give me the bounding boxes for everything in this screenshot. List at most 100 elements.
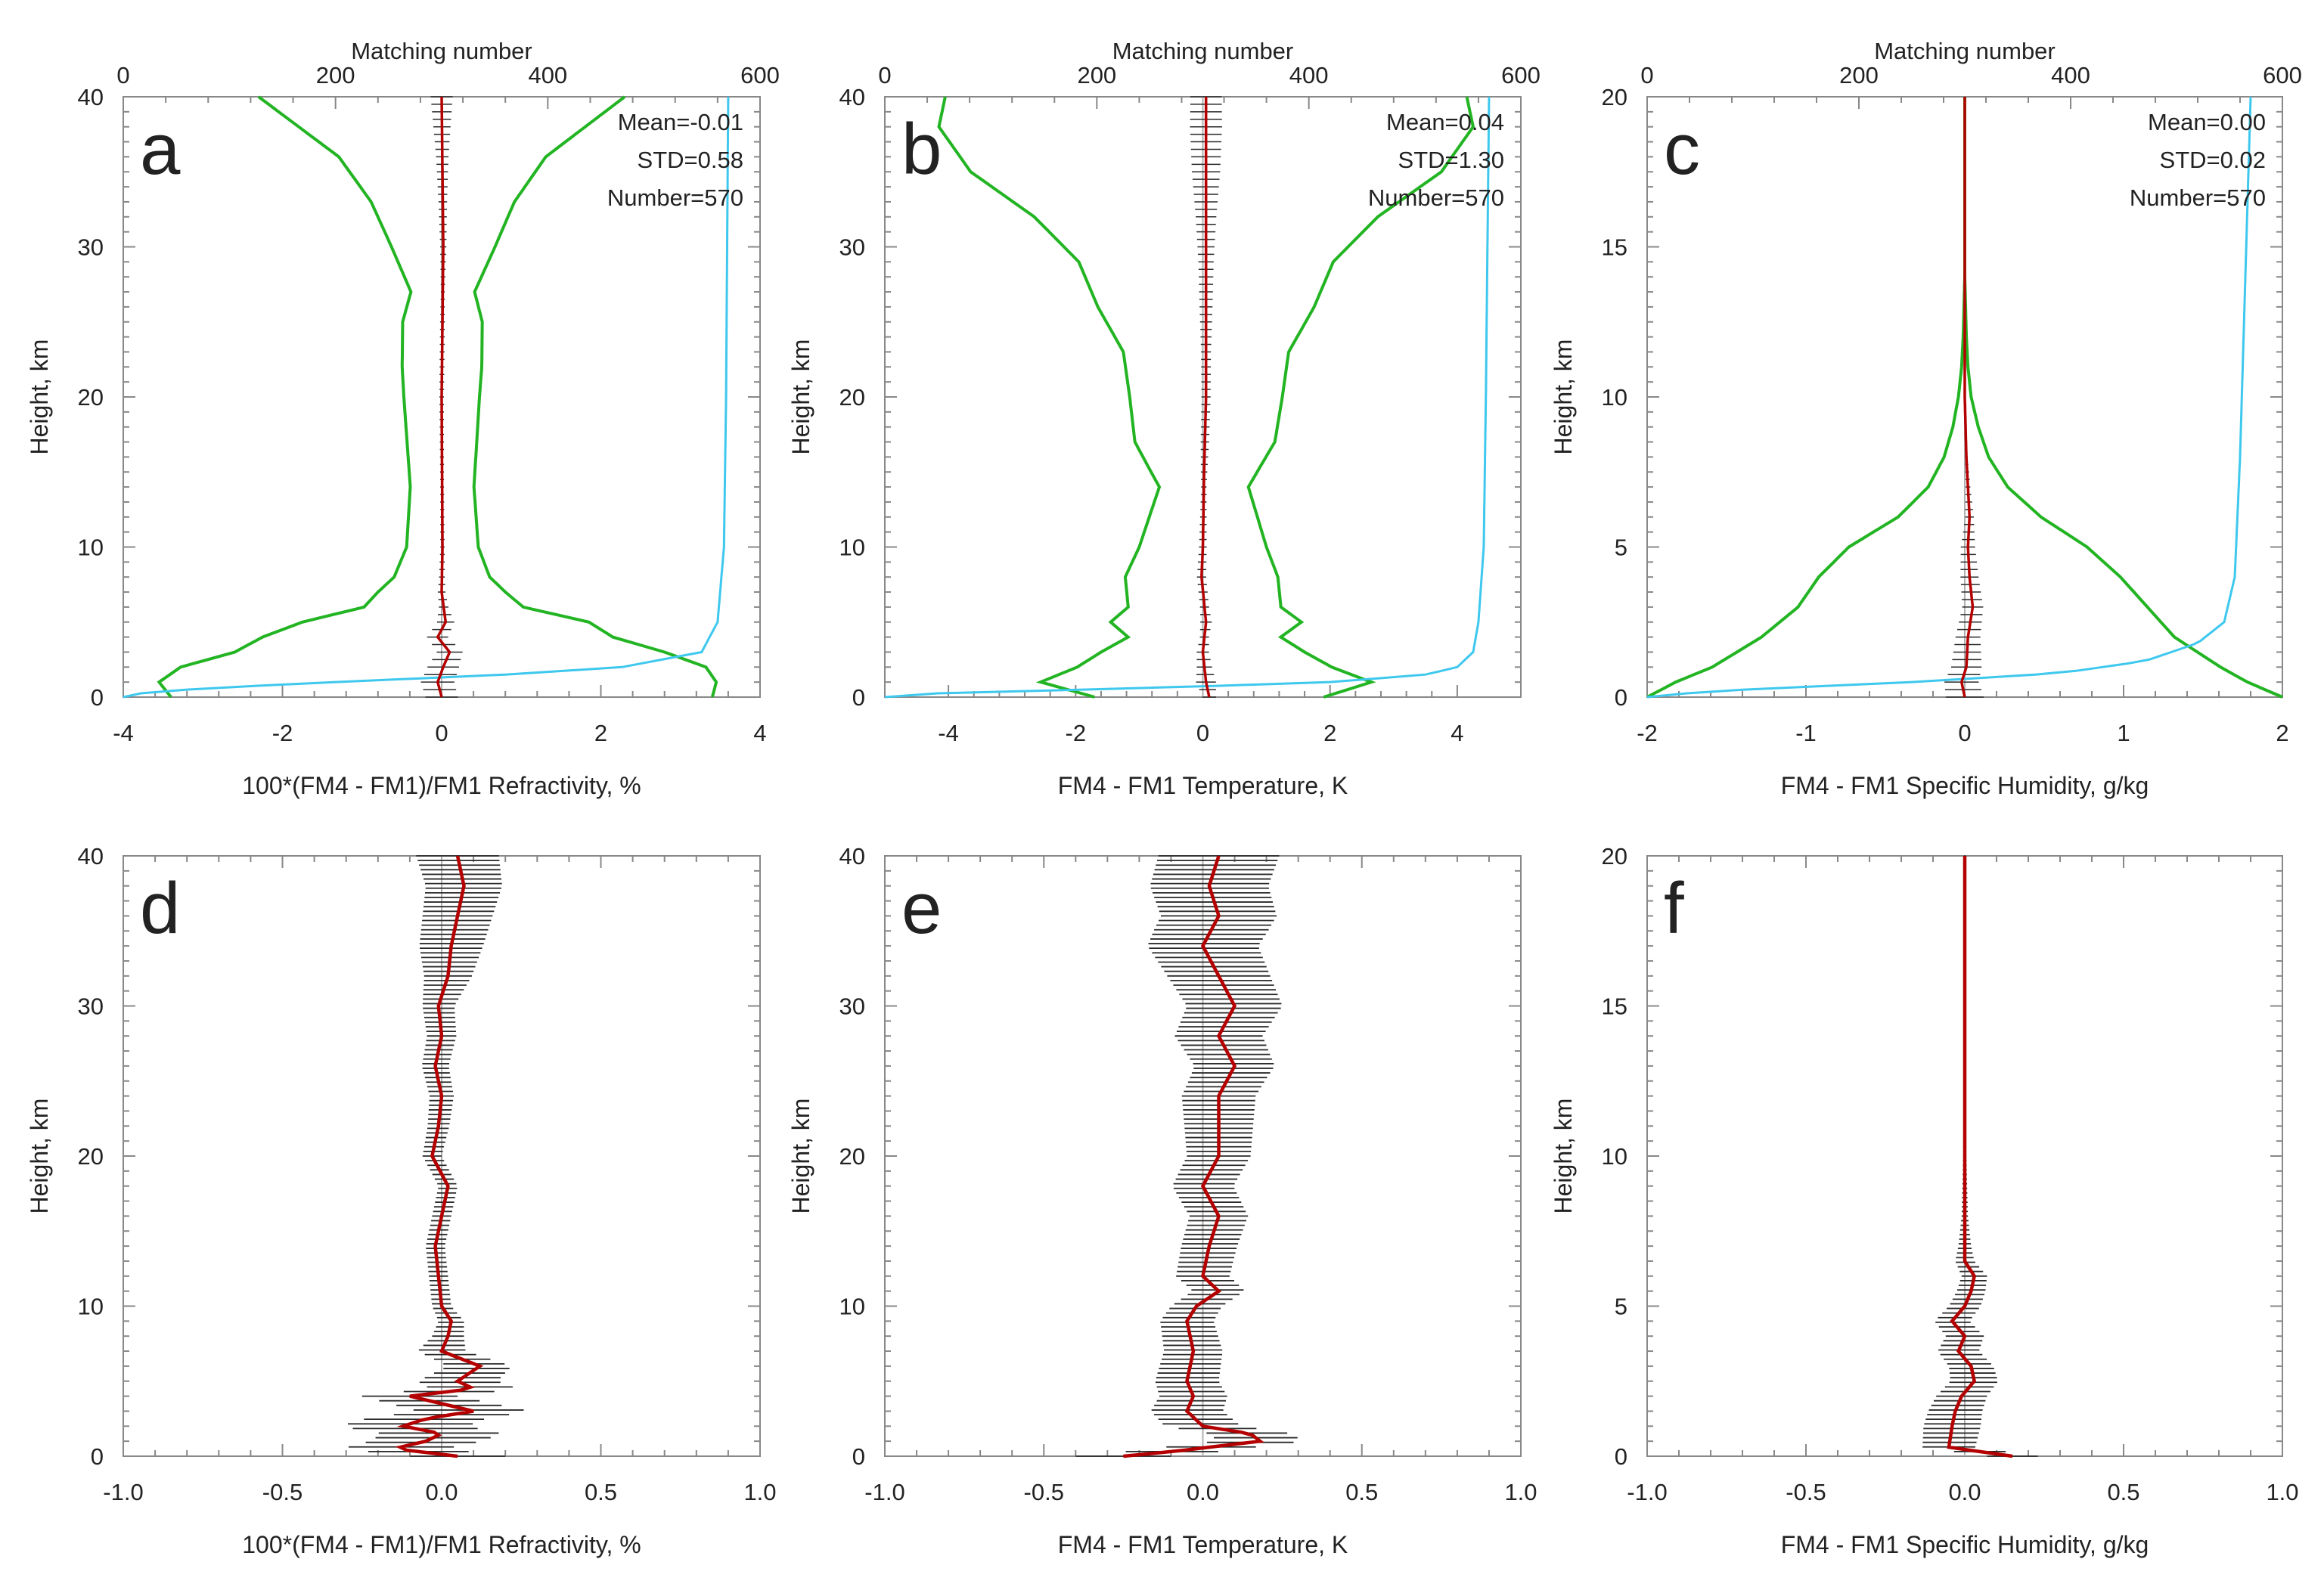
stats-std: STD=0.02: [2160, 147, 2266, 173]
stats-mean: Mean=-0.01: [618, 109, 743, 135]
y-tick-label: 20: [78, 1143, 104, 1170]
mean-line: [1959, 97, 1975, 698]
y-axis-label: Height, km: [787, 1099, 814, 1214]
x-tick-label: 2: [594, 720, 607, 746]
matching-number-line: [1646, 96, 2252, 699]
x-tick-label: 0.5: [585, 1479, 617, 1505]
x-tick-label: 1.0: [743, 1479, 776, 1505]
stats-std: STD=1.30: [1398, 147, 1504, 173]
panel-letter: d: [140, 868, 180, 949]
x-axis-label: FM4 - FM1 Temperature, K: [1058, 772, 1348, 799]
panel-letter: e: [901, 868, 942, 949]
stats-number: Number=570: [607, 184, 743, 211]
y-axis-label: Height, km: [1550, 1099, 1577, 1214]
top-x-tick-label: 200: [316, 62, 355, 88]
x-tick-label: 0: [1196, 720, 1209, 746]
top-x-tick-label: 200: [1077, 62, 1116, 88]
top-x-tick-label: 400: [1289, 62, 1329, 88]
y-tick-label: 20: [1602, 843, 1627, 869]
y-tick-label: 0: [1615, 684, 1627, 711]
x-axis-label: 100*(FM4 - FM1)/FM1 Refractivity, %: [242, 772, 641, 799]
top-x-tick-label: 400: [528, 62, 567, 88]
top-axis-label: Matching number: [1112, 38, 1294, 64]
x-tick-label: -0.5: [262, 1479, 303, 1505]
x-tick-label: 4: [1451, 720, 1463, 746]
std-minus-line: [937, 96, 1162, 699]
stats-mean: Mean=0.04: [1386, 109, 1504, 135]
y-tick-label: 10: [839, 535, 865, 561]
x-tick-label: 0.5: [1345, 1479, 1378, 1505]
x-tick-label: 0.5: [2107, 1479, 2139, 1505]
x-tick-label: -1.0: [864, 1479, 904, 1505]
x-tick-label: 0.0: [1948, 1479, 1981, 1505]
top-x-tick-label: 200: [1839, 62, 1879, 88]
y-axis-label: Height, km: [26, 339, 53, 455]
matching-number-line: [884, 97, 1491, 699]
y-tick-label: 10: [1602, 384, 1627, 411]
x-axis-label: 100*(FM4 - FM1)/FM1 Refractivity, %: [242, 1531, 641, 1558]
x-tick-label: -2: [272, 720, 293, 746]
mean-line: [395, 855, 484, 1458]
panel-letter: c: [1664, 109, 1700, 190]
top-x-tick-label: 600: [1501, 62, 1541, 88]
panel-f: -1.0 -0.5 0.0 0.5 1.0 0 5 10 15 20 FM4 - FM1 Speci…: [1550, 843, 2299, 1558]
y-tick-label: 30: [78, 993, 104, 1020]
y-axis-label: Height, km: [26, 1099, 53, 1214]
x-axis-label: FM4 - FM1 Specific Humidity, g/kg: [1781, 1531, 2149, 1558]
top-x-tick-label: 0: [878, 62, 891, 88]
x-tick-label: -4: [113, 720, 134, 746]
y-tick-label: 15: [1602, 234, 1627, 261]
stats-mean: Mean=0.00: [2148, 109, 2266, 135]
y-tick-label: 0: [852, 1443, 865, 1470]
y-tick-label: 20: [1602, 84, 1627, 110]
std-plus-line: [1246, 96, 1475, 699]
x-tick-label: 0: [435, 720, 448, 746]
std-minus-line: [157, 95, 413, 699]
y-tick-label: 20: [839, 1143, 865, 1170]
x-axis-label: FM4 - FM1 Temperature, K: [1058, 1531, 1348, 1558]
y-tick-label: 20: [78, 384, 104, 411]
top-x-tick-label: 600: [740, 62, 780, 88]
x-tick-label: 2: [2276, 720, 2288, 746]
x-tick-label: 1: [2117, 720, 2130, 746]
top-x-tick-label: 400: [2051, 62, 2090, 88]
mean-line: [1123, 855, 1264, 1458]
top-axis-label: Matching number: [351, 38, 532, 64]
y-tick-label: 15: [1602, 993, 1627, 1020]
x-axis-label: FM4 - FM1 Specific Humidity, g/kg: [1781, 772, 2149, 799]
x-tick-label: 0: [1958, 720, 1971, 746]
mean-line: [1947, 856, 2013, 1458]
stats-number: Number=570: [2130, 184, 2266, 211]
y-tick-label: 10: [78, 535, 104, 561]
y-tick-label: 40: [839, 843, 865, 869]
y-tick-label: 10: [78, 1294, 104, 1320]
y-tick-label: 30: [839, 234, 865, 261]
y-tick-label: 0: [91, 1443, 104, 1470]
y-tick-label: 10: [839, 1294, 865, 1320]
y-axis-label: Height, km: [1550, 339, 1577, 455]
top-x-tick-label: 600: [2263, 62, 2302, 88]
panel-d: -1.0 -0.5 0.0 0.5 1.0 0 10 20 30 40 100*(FM4 - FM1…: [26, 843, 777, 1558]
panel-letter: f: [1664, 868, 1684, 949]
x-tick-label: -2: [1066, 720, 1087, 746]
x-tick-label: 0.0: [1187, 1479, 1219, 1505]
mean-line: [436, 96, 451, 698]
x-tick-label: -0.5: [1786, 1479, 1826, 1505]
y-tick-label: 30: [78, 234, 104, 261]
mean-line: [1200, 97, 1211, 698]
y-tick-label: 0: [1615, 1443, 1627, 1470]
y-tick-label: 10: [1602, 1143, 1627, 1170]
y-tick-label: 0: [91, 684, 104, 711]
y-tick-label: 40: [839, 84, 865, 110]
matching-number-line: [123, 97, 730, 699]
y-tick-label: 5: [1615, 1294, 1627, 1320]
x-tick-label: -1.0: [103, 1479, 143, 1505]
x-tick-label: -4: [938, 720, 959, 746]
stats-number: Number=570: [1368, 184, 1504, 211]
x-tick-label: -2: [1637, 720, 1658, 746]
y-tick-label: 40: [78, 843, 104, 869]
x-tick-label: 0.0: [425, 1479, 458, 1505]
y-axis-label: Height, km: [787, 339, 814, 455]
